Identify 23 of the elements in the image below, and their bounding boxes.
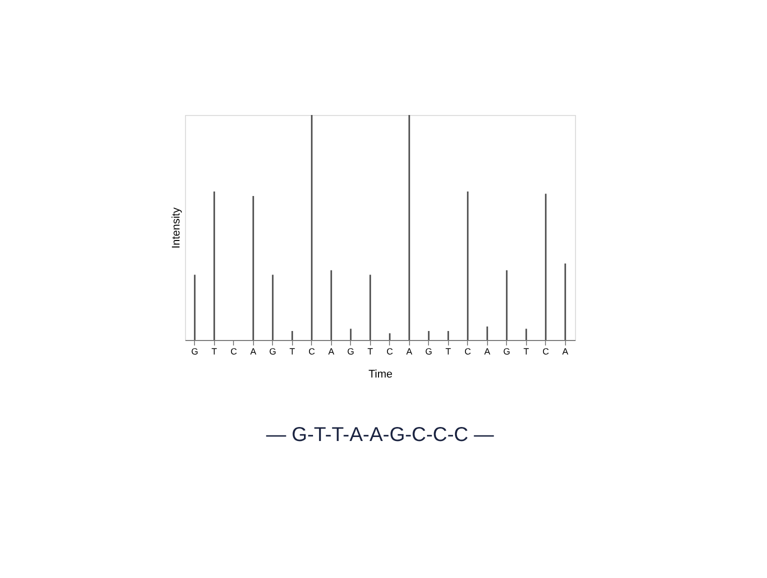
x-tick-label: G (191, 346, 198, 356)
x-tick-label: T (212, 346, 218, 356)
x-tick-label: G (347, 346, 354, 356)
x-tick-label: C (230, 346, 238, 356)
x-tick-label: A (250, 346, 256, 356)
x-axis-title: Time (368, 368, 393, 380)
text: — G-T-T-A-A-G-C-C-C — (266, 424, 494, 446)
x-tick-label: C (386, 346, 394, 356)
y-axis-title: Intensity (170, 207, 182, 248)
x-tick-label: A (484, 346, 490, 356)
x-tick-label: A (328, 346, 334, 356)
x-tick-label: A (406, 346, 412, 356)
x-tick-label: C (464, 346, 472, 356)
x-tick-label: G (269, 346, 276, 356)
x-tick-label: G (503, 346, 510, 356)
x-tick-label: T (446, 346, 452, 356)
x-tick-label: T (368, 346, 374, 356)
x-tick-label: A (562, 346, 568, 356)
x-tick-label: C (308, 346, 316, 356)
x-tick-label: T (524, 346, 530, 356)
x-tick-label: T (290, 346, 296, 356)
x-tick-label: C (542, 346, 550, 356)
x-tick-label: G (425, 346, 432, 356)
